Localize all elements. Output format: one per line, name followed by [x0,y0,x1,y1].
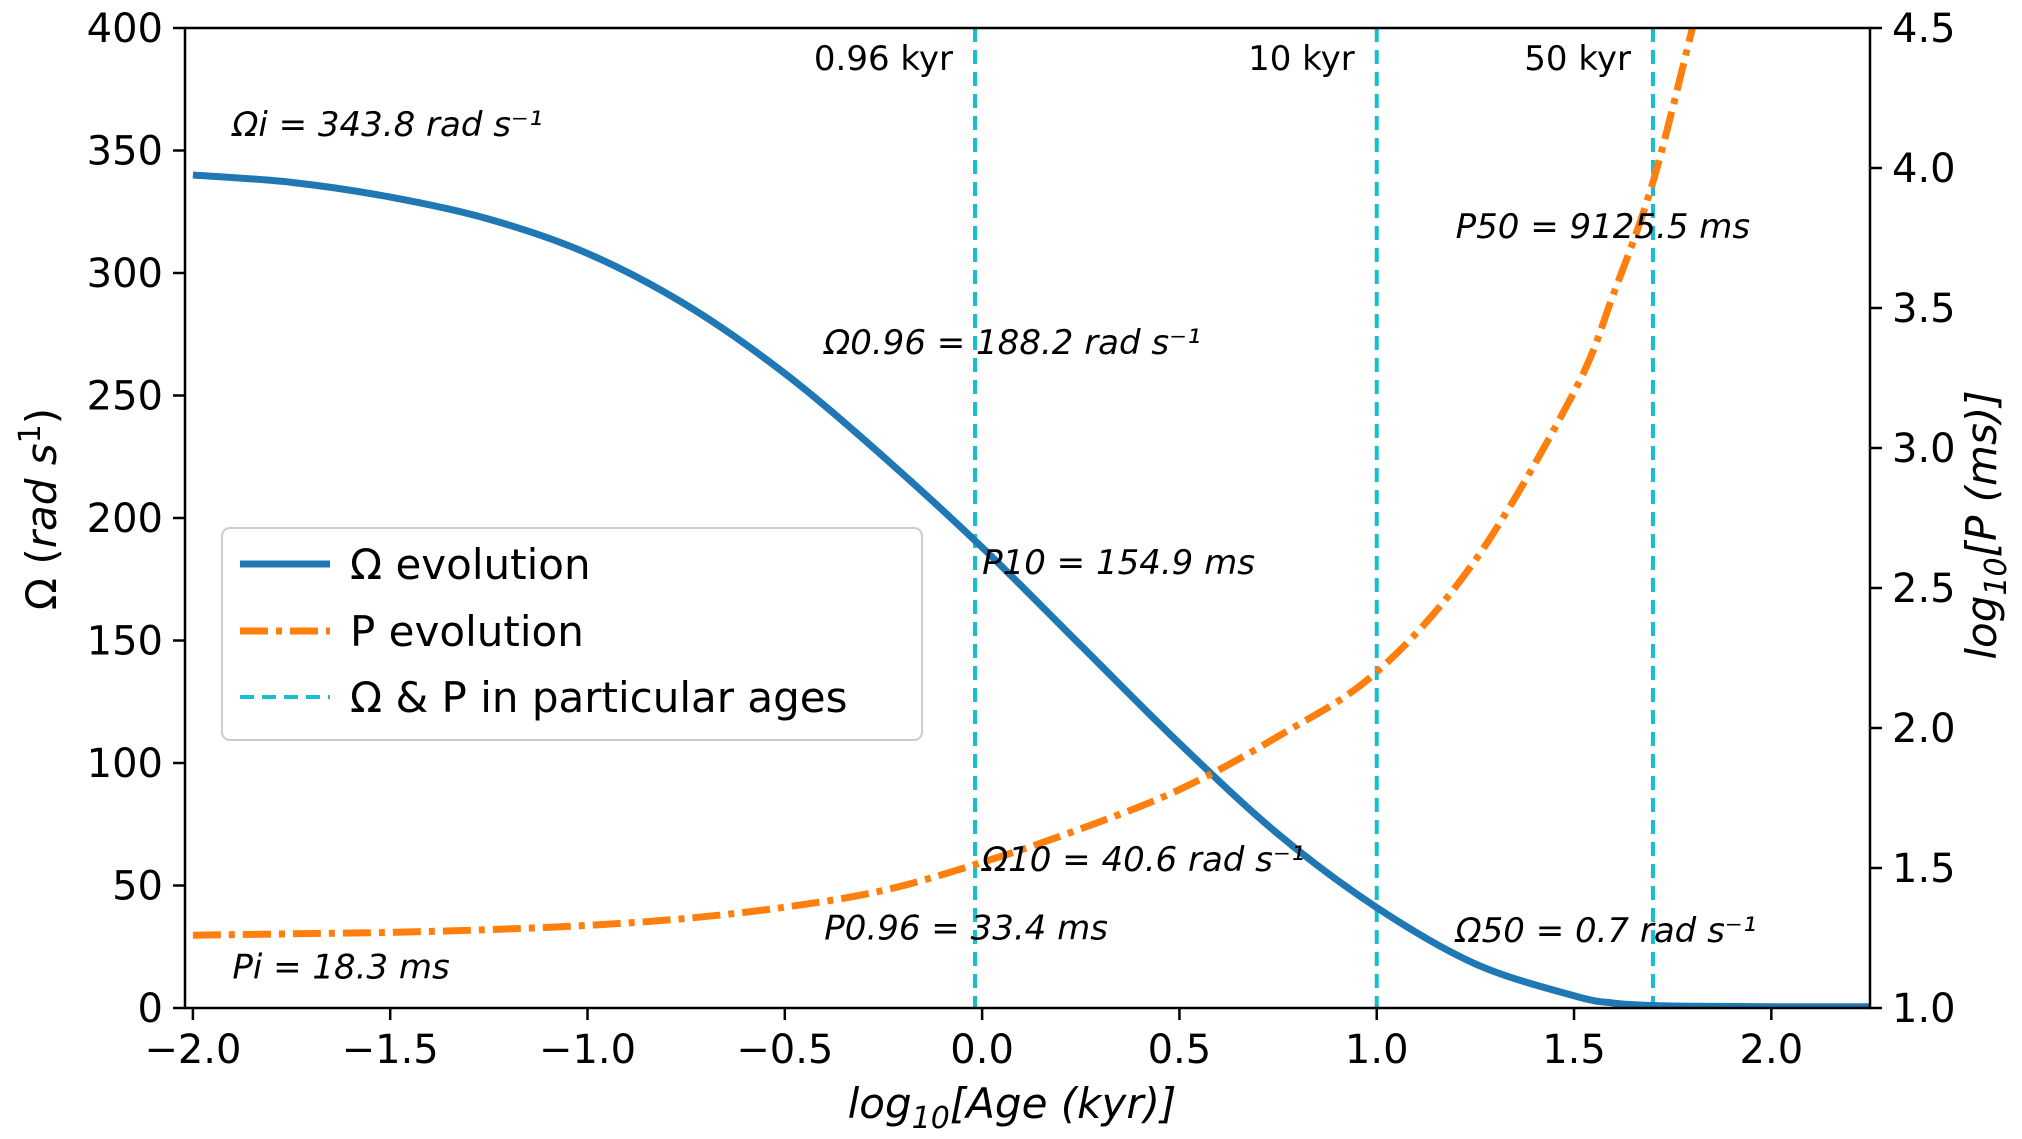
annotation-label: Ω10 = 40.6 rad s⁻¹ [980,840,1304,880]
y-left-tick-label: 150 [87,619,163,665]
x-tick-label: −1.5 [342,1027,439,1073]
y-left-tick-label: 350 [87,129,163,175]
y-left-tick-label: 200 [87,496,163,542]
y-left-tick-label: 300 [87,251,163,297]
y-right-tick-label: 4.5 [1892,6,1956,52]
x-tick-label: 2.0 [1740,1027,1804,1073]
annotation-label: Ω50 = 0.7 rad s⁻¹ [1454,911,1757,951]
annotation-label: P0.96 = 33.4 ms [824,908,1108,948]
legend-omega-label: Ω evolution [350,540,591,589]
annotation-label: Pi = 18.3 ms [232,948,449,988]
series [192,28,1870,1008]
y-left-tick-label: 400 [87,6,163,52]
y-axis-left-title: Ω (rad s1) [13,408,66,610]
annotation-label: Ωi = 343.8 rad s⁻¹ [230,105,542,145]
legend: Ω evolution P evolution Ω & P in particu… [221,527,923,741]
y-left-tick-label: 250 [87,374,163,420]
y-left-tick-label: 0 [138,986,163,1032]
period-curve [192,28,1696,939]
x-tick-label: −0.5 [736,1027,833,1073]
age-marker-label: 50 kyr [1524,39,1631,79]
age-marker-label: 0.96 kyr [814,39,953,79]
y-right-tick-label: 4.0 [1892,146,1956,192]
x-tick-label: −1.0 [539,1027,636,1073]
y-axis-left: 0 50 100 150 200 250 300 350 400 [87,6,185,1032]
x-axis-title: log10[Age (kyr)] [848,1079,1177,1136]
y-right-tick-label: 3.5 [1892,286,1956,332]
annotation-label: Ω0.96 = 188.2 rad s⁻¹ [822,323,1200,363]
y-left-tick-label: 50 [112,864,163,910]
y-right-tick-label: 1.0 [1892,986,1956,1032]
annotation-label: P10 = 154.9 ms [982,543,1255,583]
y-right-tick-label: 1.5 [1892,846,1956,892]
age-marker-label: 10 kyr [1248,39,1355,79]
age-markers: 0.96 kyr 10 kyr 50 kyr [814,28,1655,1008]
legend-p-label: P evolution [350,607,584,656]
y-right-tick-label: 3.0 [1892,426,1956,472]
x-tick-label: 0.5 [1148,1027,1212,1073]
annotations: Ωi = 343.8 rad s⁻¹ Ω0.96 = 188.2 rad s⁻¹ P… [230,105,1756,988]
y-right-tick-label: 2.5 [1892,566,1956,612]
y-right-tick-label: 2.0 [1892,706,1956,752]
y-left-tick-label: 100 [87,741,163,787]
x-axis: −2.0 −1.5 −1.0 −0.5 0.0 0.5 1.0 1.5 2.0 [144,1008,1803,1073]
x-tick-label: 1.5 [1542,1027,1606,1073]
annotation-label: P50 = 9125.5 ms [1456,207,1750,247]
legend-ages-label: Ω & P in particular ages [350,673,848,722]
y-axis-right-title: log10[P (ms)] [1957,390,2014,659]
omega-curve [192,171,1870,1008]
x-tick-label: 0.0 [950,1027,1014,1073]
y-axis-right: 1.0 1.5 2.0 2.5 3.0 3.5 4.0 4.5 [1870,6,1956,1032]
x-tick-label: 1.0 [1345,1027,1409,1073]
x-tick-label: −2.0 [144,1027,241,1073]
